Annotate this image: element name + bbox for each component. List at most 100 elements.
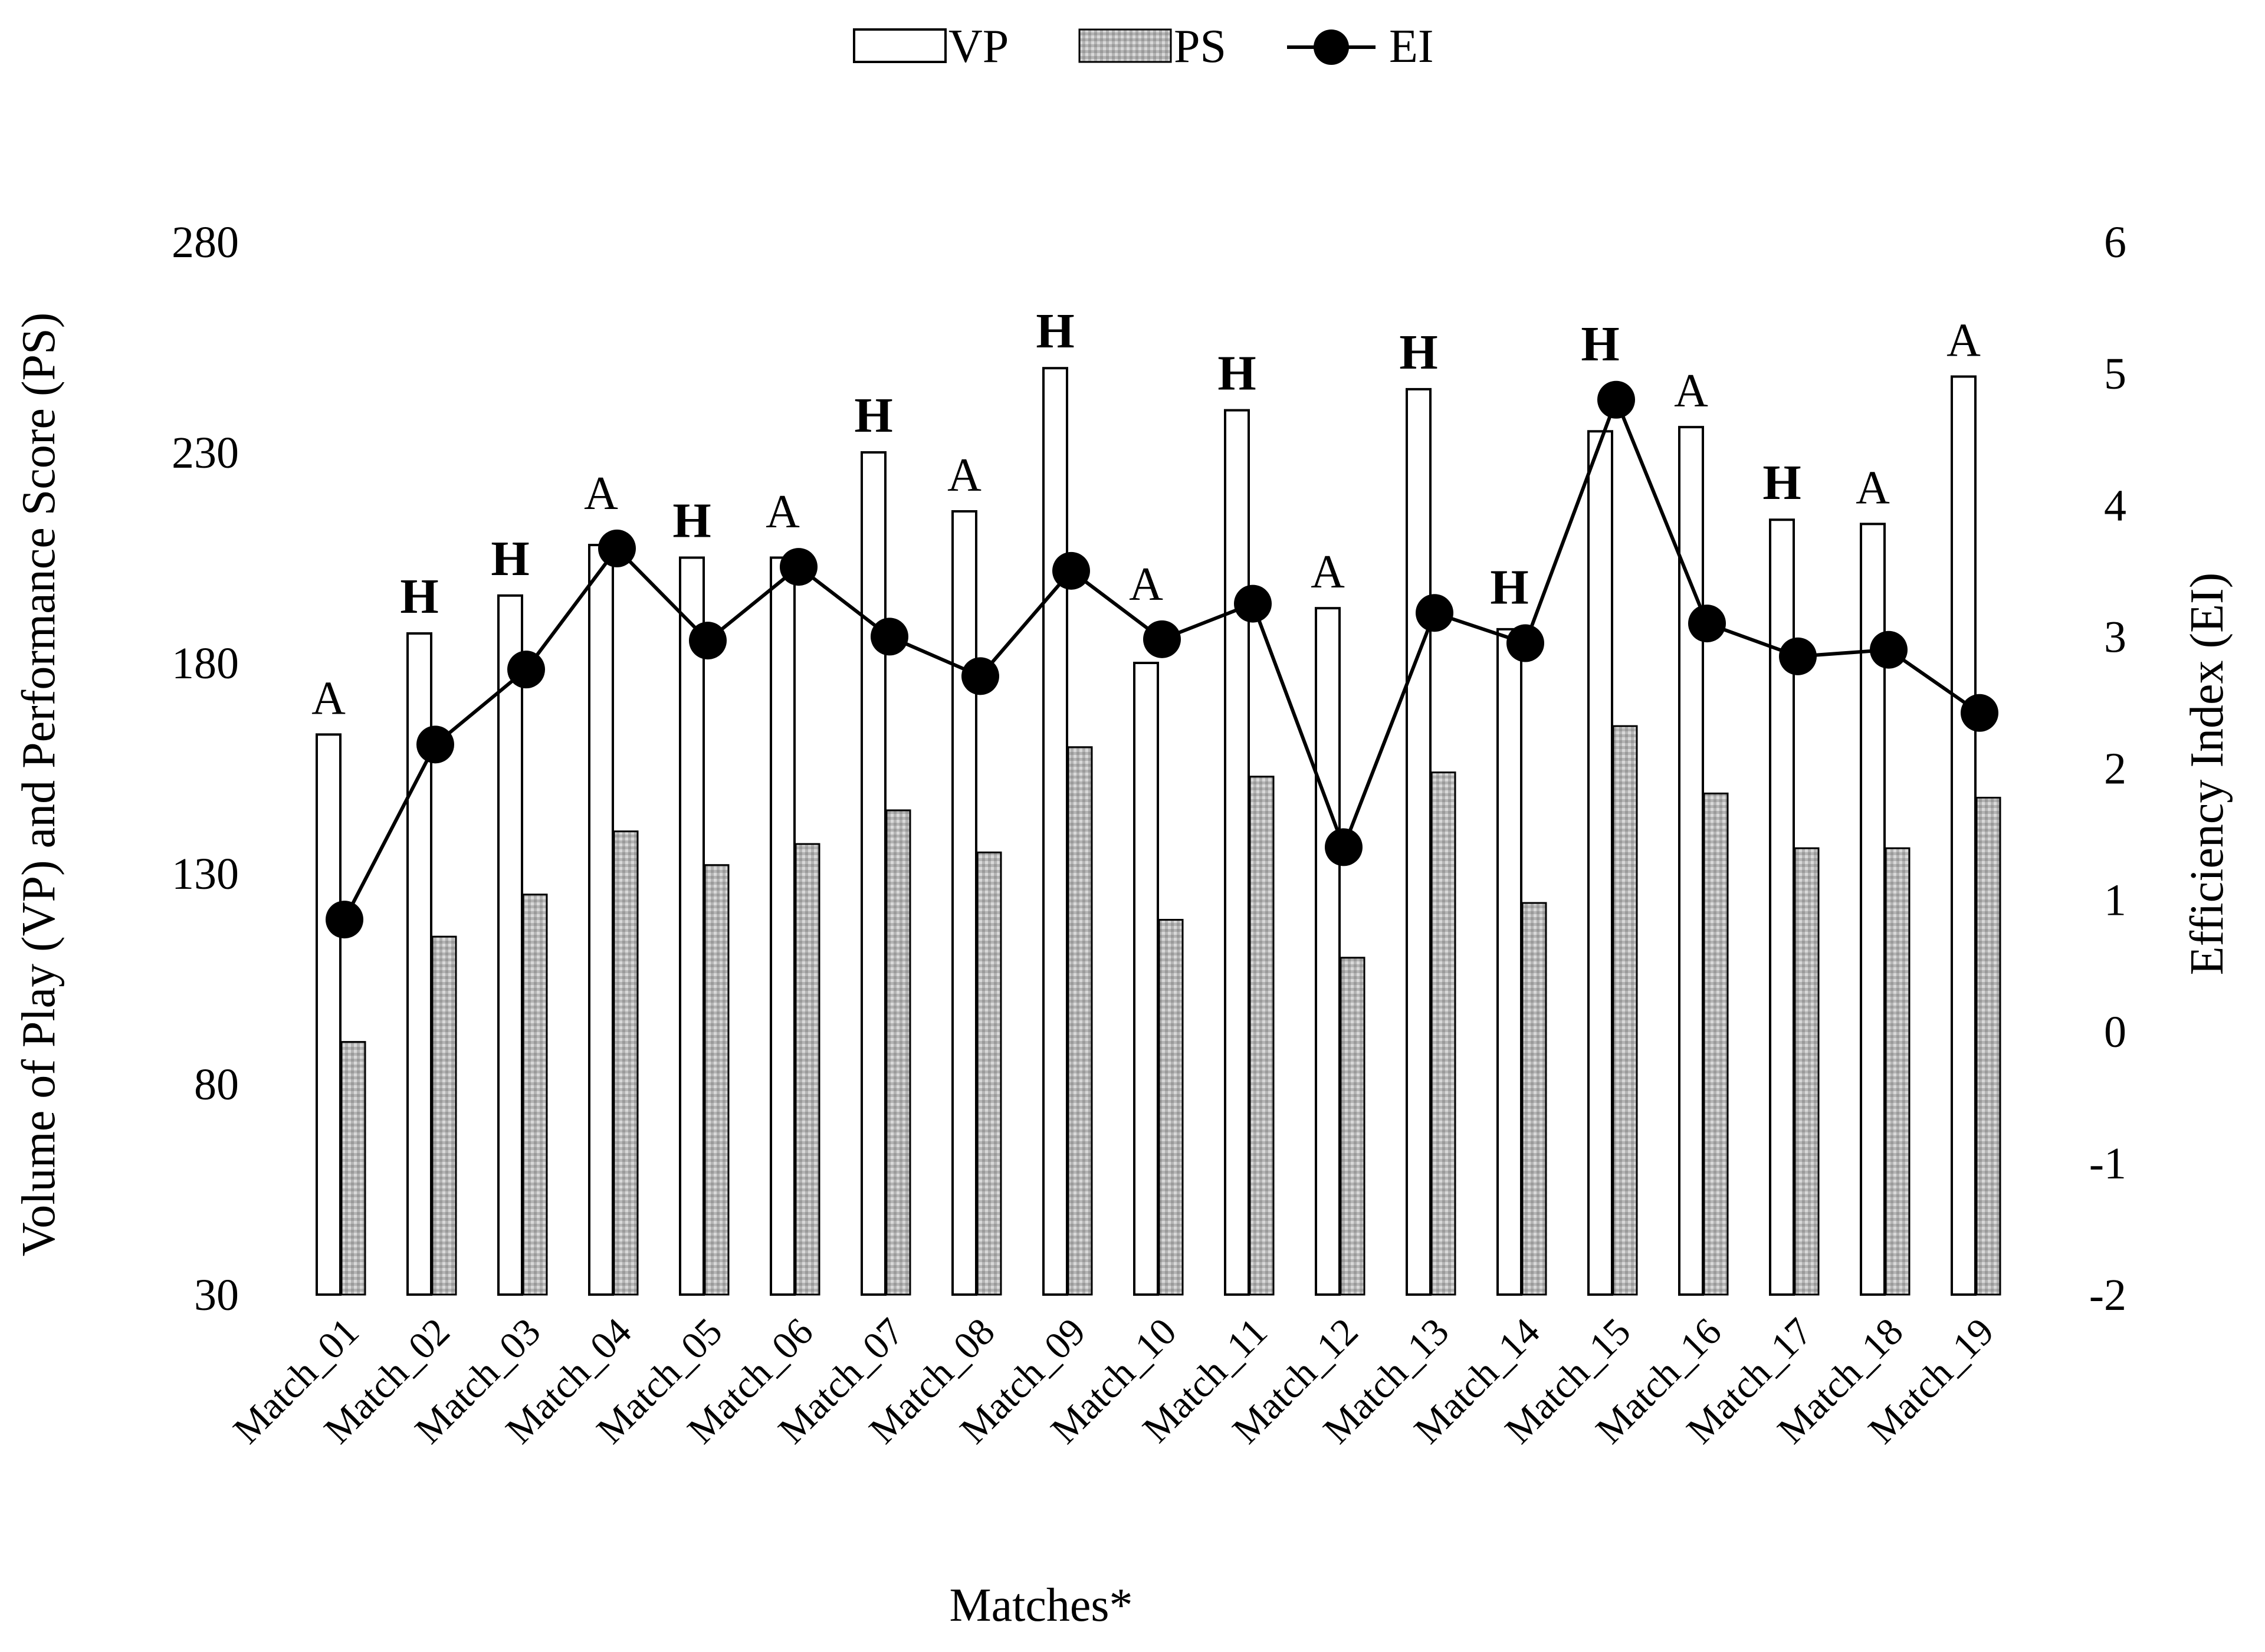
venue-label: H — [1399, 325, 1437, 380]
vp-bar — [1678, 426, 1704, 1296]
ps-bar — [1975, 796, 2001, 1296]
ei-point — [1234, 584, 1272, 623]
vp-bar — [679, 556, 705, 1296]
venue-label: A — [584, 468, 618, 520]
ps-bar — [613, 830, 639, 1296]
venue-label: H — [854, 388, 892, 443]
vp-bar — [1951, 375, 1977, 1296]
vp-bar — [497, 594, 523, 1296]
y2-tick-label: -2 — [2089, 1270, 2126, 1320]
venue-label: A — [1129, 559, 1163, 610]
ei-point — [1506, 624, 1544, 662]
ei-point — [1870, 630, 1908, 669]
ps-bar — [1885, 847, 1911, 1296]
ei-point — [1416, 594, 1453, 632]
venue-label: H — [672, 494, 711, 549]
y2-tick-label: 4 — [2104, 481, 2126, 530]
venue-label: A — [311, 672, 346, 724]
ps-bar — [704, 864, 730, 1296]
venue-label: A — [1856, 462, 1890, 514]
y2-tick-label: 1 — [2104, 876, 2126, 925]
legend-ps-label: PS — [1174, 21, 1226, 73]
vp-bar — [588, 544, 614, 1296]
ps-bar — [1249, 776, 1275, 1296]
venue-label: A — [1311, 546, 1345, 598]
ps-bar — [1067, 746, 1093, 1296]
y2-tick-label: 6 — [2104, 218, 2126, 267]
ps-bar — [885, 809, 911, 1296]
ei-point — [507, 651, 545, 689]
ei-point — [326, 901, 363, 939]
y-tick-label: 230 — [172, 428, 239, 478]
venue-label: H — [400, 569, 438, 624]
y-tick-label: 180 — [172, 639, 239, 688]
ps-bars — [340, 725, 2001, 1296]
ps-bar — [976, 851, 1002, 1296]
ei-point — [416, 725, 454, 764]
legend-ei-label: EI — [1389, 21, 1434, 73]
vp-bar — [1406, 387, 1432, 1296]
venue-label: H — [1490, 560, 1528, 615]
y2-axis-title: Efficiency Index (EI) — [2181, 573, 2233, 976]
x-axis-title: Matches* — [949, 1579, 1132, 1631]
ps-bar — [1612, 725, 1638, 1296]
ps-bar — [1340, 957, 1365, 1296]
vp-bar — [1315, 607, 1341, 1296]
venue-label: H — [491, 531, 529, 586]
ei-point — [689, 622, 727, 660]
y-axis: 30 80 130 180 230 280 — [172, 218, 239, 1320]
ei-point — [1143, 620, 1181, 658]
ps-bar — [1703, 792, 1729, 1296]
venue-label: H — [1036, 304, 1074, 359]
legend-ps-swatch — [1078, 28, 1172, 63]
ps-bar — [431, 935, 457, 1296]
ei-point — [1597, 380, 1635, 419]
ps-bar — [1430, 771, 1456, 1296]
y-tick-label: 280 — [172, 218, 239, 267]
y2-tick-label: 5 — [2104, 349, 2126, 399]
vp-bar — [951, 510, 977, 1296]
ei-point — [871, 618, 908, 656]
vp-bar — [861, 451, 887, 1296]
legend: VP PS EI — [853, 21, 1434, 73]
venue-label: H — [1581, 317, 1619, 372]
y-tick-label: 80 — [194, 1060, 239, 1109]
vp-bar — [770, 556, 796, 1296]
vp-bars — [316, 367, 1977, 1296]
venue-label: A — [1946, 314, 1981, 366]
ei-point — [1961, 694, 1998, 732]
venue-label: A — [947, 449, 982, 501]
ei-point — [1779, 637, 1817, 675]
ps-bar — [1521, 902, 1547, 1296]
y2-tick-label: 3 — [2104, 612, 2126, 662]
ps-bar — [522, 894, 548, 1296]
ps-bar — [340, 1041, 366, 1296]
ei-point — [780, 548, 818, 586]
vp-bar — [316, 733, 342, 1296]
y-tick-label: 30 — [194, 1270, 239, 1320]
ei-point — [1325, 828, 1363, 866]
ps-bar — [1794, 847, 1820, 1296]
ei-point — [598, 529, 636, 567]
y2-axis: -2 -1 0 1 2 3 4 5 6 — [2089, 218, 2126, 1320]
vp-bar — [1042, 367, 1068, 1296]
y-tick-label: 130 — [172, 849, 239, 899]
ei-point — [1052, 551, 1090, 590]
y-axis-title: Volume of Play (VP) and Performance Scor… — [13, 313, 65, 1256]
vp-bar — [1496, 628, 1522, 1296]
venue-label: A — [1674, 365, 1708, 417]
legend-ei-marker — [1314, 29, 1349, 65]
y2-tick-label: 2 — [2104, 744, 2126, 794]
vp-bar — [1769, 518, 1795, 1296]
venue-label: H — [1217, 346, 1256, 401]
y2-tick-label: 0 — [2104, 1007, 2126, 1057]
vp-bar — [1587, 430, 1613, 1296]
ps-bar — [795, 843, 820, 1296]
vp-bar — [1133, 662, 1159, 1296]
vp-bar — [1224, 409, 1250, 1296]
y2-tick-label: -1 — [2089, 1139, 2126, 1188]
legend-vp-swatch — [853, 28, 947, 63]
ps-bar — [1158, 919, 1184, 1296]
ei-line-group — [326, 380, 1998, 939]
